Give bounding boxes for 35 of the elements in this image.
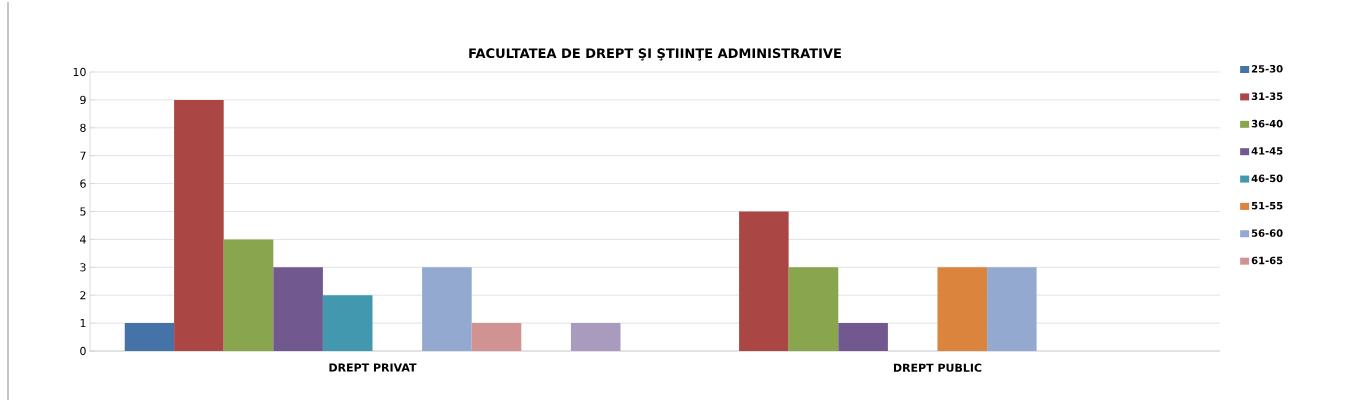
x-tick-label: DREPT PRIVAT	[329, 363, 417, 372]
legend-label: 51-55	[1251, 202, 1283, 210]
y-tick-label: 2	[80, 291, 86, 300]
bar	[273, 267, 323, 351]
legend-label: 36-40	[1251, 119, 1283, 128]
bar	[739, 211, 789, 351]
legend-label: 46-50	[1251, 174, 1283, 183]
x-tick-label: DREPT PUBLIC	[893, 363, 982, 372]
legend-label: 61-65	[1251, 256, 1283, 265]
y-tick-label: 0	[80, 346, 86, 356]
y-tick-label: 1	[80, 319, 86, 328]
legend-label: 31-35	[1251, 92, 1283, 101]
bar	[471, 323, 522, 351]
y-tick-label: 10	[73, 67, 86, 77]
chart-title: FACULTATEA DE DREPT ŞI ŞTIINŢE ADMINISTRATIVE	[469, 48, 841, 61]
legend-label: 41-45	[1251, 147, 1283, 155]
bar	[124, 323, 175, 351]
bar	[422, 267, 472, 351]
y-tick-label: 8	[80, 123, 86, 132]
bar	[322, 295, 373, 351]
y-tick-label: 9	[80, 95, 86, 105]
bar	[838, 323, 888, 351]
bar	[788, 267, 839, 351]
bar	[223, 239, 274, 351]
legend-label: 56-60	[1251, 229, 1283, 237]
bar	[570, 323, 621, 351]
y-tick-label: 7	[80, 151, 86, 160]
bar	[987, 267, 1037, 351]
bar	[937, 267, 988, 351]
y-tick-label: 6	[80, 179, 86, 188]
legend-label: 25-30	[1251, 65, 1283, 73]
y-tick-label: 5	[80, 207, 86, 216]
y-tick-label: 3	[80, 263, 86, 272]
bar	[174, 99, 224, 351]
y-tick-label: 4	[80, 235, 86, 244]
